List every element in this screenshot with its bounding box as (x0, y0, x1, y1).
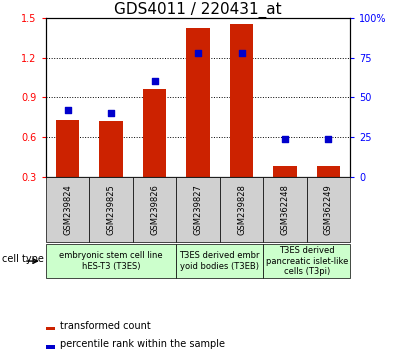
Point (108, 110, 114, 116)
Bar (46, 177, 89, 242)
Bar (56, 120, 80, 177)
Text: T3ES derived embr
yoid bodies (T3EB): T3ES derived embr yoid bodies (T3EB) (179, 251, 260, 271)
Bar (230, 24, 254, 177)
Text: embryonic stem cell line
hES-T3 (T3ES): embryonic stem cell line hES-T3 (T3ES) (59, 251, 163, 271)
Point (195, 50, 201, 56)
Text: GSM239825: GSM239825 (107, 184, 115, 235)
Bar (263, 177, 307, 242)
Text: GSM239827: GSM239827 (193, 184, 203, 235)
Bar (89, 177, 133, 242)
Point (325, 136, 332, 142)
Bar (220, 177, 263, 242)
Bar (46, 345, 55, 348)
Bar (316, 166, 340, 177)
Bar (99, 121, 123, 177)
Text: GSM239824: GSM239824 (63, 184, 72, 235)
Bar (142, 89, 166, 177)
Point (64, 107, 71, 113)
Text: GSM239826: GSM239826 (150, 184, 159, 235)
Text: GSM362249: GSM362249 (324, 184, 333, 235)
Text: percentile rank within the sample: percentile rank within the sample (60, 339, 225, 349)
Bar (46, 244, 176, 278)
Bar (273, 166, 297, 177)
Text: GSM239828: GSM239828 (237, 184, 246, 235)
Bar (263, 244, 350, 278)
Bar (307, 177, 350, 242)
Point (282, 136, 288, 142)
Bar (176, 177, 220, 242)
Text: transformed count: transformed count (60, 321, 151, 331)
Title: GDS4011 / 220431_at: GDS4011 / 220431_at (114, 1, 282, 18)
Bar (46, 327, 55, 330)
Bar (186, 28, 210, 177)
Text: GSM362248: GSM362248 (281, 184, 289, 235)
Point (151, 79, 158, 84)
Bar (176, 244, 263, 278)
Point (238, 50, 245, 56)
Text: cell type: cell type (2, 254, 44, 264)
Bar (133, 177, 176, 242)
Text: T3ES derived
pancreatic islet-like
cells (T3pi): T3ES derived pancreatic islet-like cells… (265, 246, 348, 276)
